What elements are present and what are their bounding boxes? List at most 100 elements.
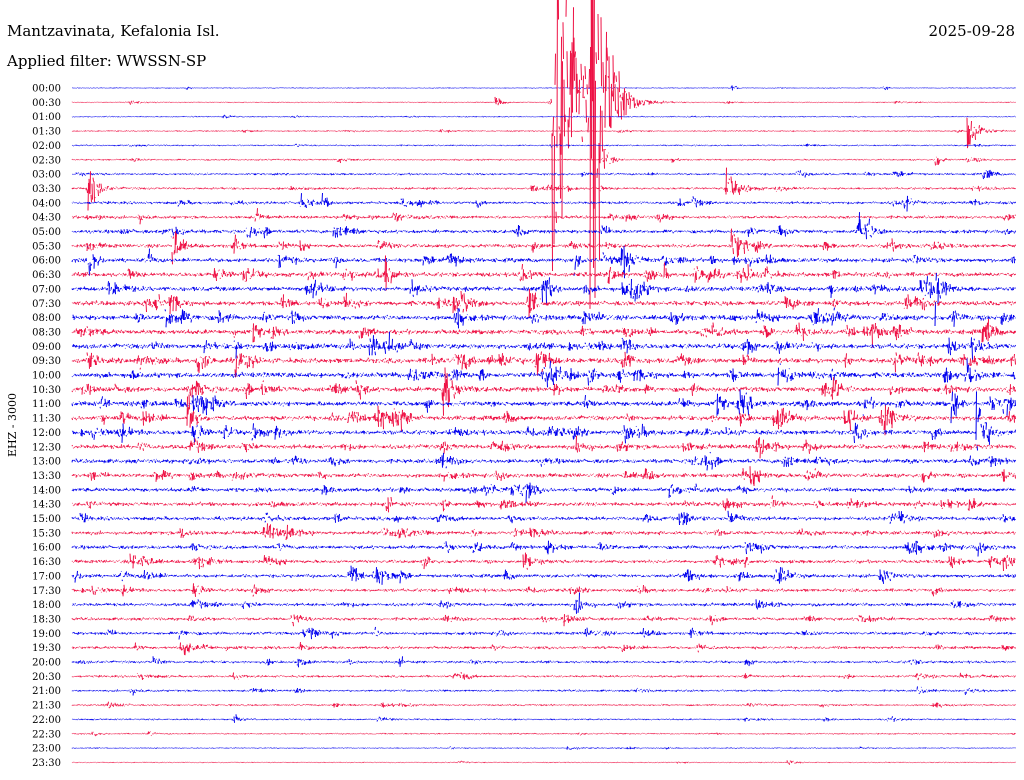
time-tick-0300: 03:00 bbox=[32, 170, 61, 181]
trace-row-1800 bbox=[71, 592, 1016, 614]
channel-axis-label: EHZ - 3000 bbox=[6, 393, 19, 457]
trace-row-0500 bbox=[71, 212, 1016, 240]
trace-row-0100 bbox=[71, 114, 1016, 119]
time-tick-1900: 19:00 bbox=[32, 629, 61, 640]
time-tick-0430: 04:30 bbox=[32, 213, 61, 224]
time-tick-2330: 23:30 bbox=[32, 758, 61, 769]
trace-row-1500 bbox=[71, 510, 1016, 526]
time-tick-2000: 20:00 bbox=[32, 658, 61, 669]
time-tick-0800: 08:00 bbox=[32, 313, 61, 324]
time-tick-0400: 04:00 bbox=[32, 198, 61, 209]
trace-row-0400 bbox=[71, 192, 1016, 212]
time-tick-0000: 00:00 bbox=[32, 84, 61, 95]
trace-row-2100 bbox=[71, 686, 1016, 696]
time-tick-labels: 00:00 00:30 01:00 01:30 02:00 02:30 03:00 03:30… bbox=[32, 84, 61, 769]
trace-row-0730 bbox=[71, 288, 1016, 318]
time-tick-1400: 14:00 bbox=[32, 485, 61, 496]
trace-row-1430 bbox=[71, 495, 1016, 513]
trace-row-1230 bbox=[71, 435, 1016, 459]
time-tick-1200: 12:00 bbox=[32, 428, 61, 439]
trace-row-0000 bbox=[72, 85, 1016, 91]
time-tick-1630: 16:30 bbox=[32, 557, 61, 568]
trace-row-1400 bbox=[71, 482, 1016, 504]
time-tick-2230: 22:30 bbox=[32, 729, 61, 740]
time-tick-0830: 08:30 bbox=[32, 327, 61, 338]
trace-row-2300 bbox=[71, 746, 1016, 750]
trace-row-1700 bbox=[71, 565, 1016, 585]
time-tick-1700: 17:00 bbox=[32, 571, 61, 582]
time-tick-1600: 16:00 bbox=[32, 543, 61, 554]
time-tick-0500: 05:00 bbox=[32, 227, 61, 238]
trace-row-0130 bbox=[71, 117, 1016, 149]
time-tick-2100: 21:00 bbox=[32, 686, 61, 697]
time-tick-2130: 21:30 bbox=[32, 701, 61, 712]
trace-row-1600 bbox=[71, 540, 1016, 557]
trace-row-1000 bbox=[71, 358, 1016, 388]
time-tick-1030: 10:30 bbox=[32, 385, 61, 396]
trace-row-2130 bbox=[71, 701, 1016, 709]
time-tick-0600: 06:00 bbox=[32, 256, 61, 267]
trace-row-0830 bbox=[71, 318, 1016, 348]
trace-row-1100 bbox=[71, 389, 1016, 424]
trace-row-2000 bbox=[71, 656, 1016, 668]
trace-row-0330 bbox=[71, 167, 1016, 211]
trace-row-0600 bbox=[71, 245, 1016, 279]
trace-row-1630 bbox=[71, 552, 1016, 572]
time-tick-0200: 02:00 bbox=[32, 141, 61, 152]
time-tick-0700: 07:00 bbox=[32, 284, 61, 295]
trace-row-2030 bbox=[71, 671, 1016, 681]
trace-row-0800 bbox=[71, 307, 1016, 329]
time-tick-1100: 11:00 bbox=[32, 399, 61, 410]
time-tick-0630: 06:30 bbox=[32, 270, 61, 281]
time-tick-1130: 11:30 bbox=[32, 414, 61, 425]
time-tick-1730: 17:30 bbox=[32, 586, 61, 597]
time-tick-1230: 12:30 bbox=[32, 442, 61, 453]
trace-row-1130 bbox=[71, 394, 1016, 436]
time-tick-0900: 09:00 bbox=[32, 342, 61, 353]
time-tick-0730: 07:30 bbox=[32, 299, 61, 310]
trace-row-1830 bbox=[71, 614, 1016, 627]
time-tick-2200: 22:00 bbox=[32, 715, 61, 726]
trace-row-2230 bbox=[71, 731, 1016, 737]
time-tick-1300: 13:00 bbox=[32, 457, 61, 468]
trace-row-0900 bbox=[71, 331, 1016, 360]
trace-row-1530 bbox=[71, 523, 1016, 541]
trace-row-1200 bbox=[71, 391, 1016, 451]
trace-row-2330 bbox=[71, 760, 1016, 765]
trace-row-0530 bbox=[71, 228, 1016, 265]
trace-row-2200 bbox=[71, 714, 1016, 723]
time-tick-2030: 20:30 bbox=[32, 672, 61, 683]
trace-row-1030 bbox=[71, 367, 1016, 416]
trace-row-1330 bbox=[71, 466, 1016, 487]
trace-row-1730 bbox=[71, 583, 1016, 597]
trace-row-0200 bbox=[71, 143, 1016, 148]
date-label: 2025-09-28 bbox=[929, 22, 1015, 40]
filter-label: Applied filter: WWSSN-SP bbox=[6, 52, 206, 70]
station-title: Mantzavinata, Kefalonia Isl. bbox=[7, 22, 220, 40]
time-tick-0100: 01:00 bbox=[32, 112, 61, 123]
trace-row-1300 bbox=[71, 451, 1016, 471]
seismogram-traces bbox=[71, 0, 1016, 765]
time-tick-1800: 18:00 bbox=[32, 600, 61, 611]
time-tick-2300: 23:00 bbox=[32, 744, 61, 755]
time-tick-0130: 01:30 bbox=[32, 127, 61, 138]
time-tick-1530: 15:30 bbox=[32, 528, 61, 539]
time-tick-0230: 02:30 bbox=[32, 155, 61, 166]
trace-row-0430 bbox=[71, 208, 1016, 225]
trace-row-0030 bbox=[71, 0, 1016, 309]
time-tick-1000: 10:00 bbox=[32, 371, 61, 382]
time-tick-0030: 00:30 bbox=[32, 98, 61, 109]
trace-row-0300 bbox=[72, 169, 1016, 180]
time-tick-1930: 19:30 bbox=[32, 643, 61, 654]
time-tick-1330: 13:30 bbox=[32, 471, 61, 482]
trace-row-1900 bbox=[72, 626, 1016, 640]
trace-row-0700 bbox=[71, 273, 1016, 327]
trace-row-0230 bbox=[71, 148, 1016, 166]
time-tick-0530: 05:30 bbox=[32, 241, 61, 252]
time-tick-0930: 09:30 bbox=[32, 356, 61, 367]
time-tick-1500: 15:00 bbox=[32, 514, 61, 525]
time-tick-0330: 03:30 bbox=[32, 184, 61, 195]
time-tick-1430: 14:30 bbox=[32, 500, 61, 511]
trace-row-1930 bbox=[71, 642, 1016, 656]
